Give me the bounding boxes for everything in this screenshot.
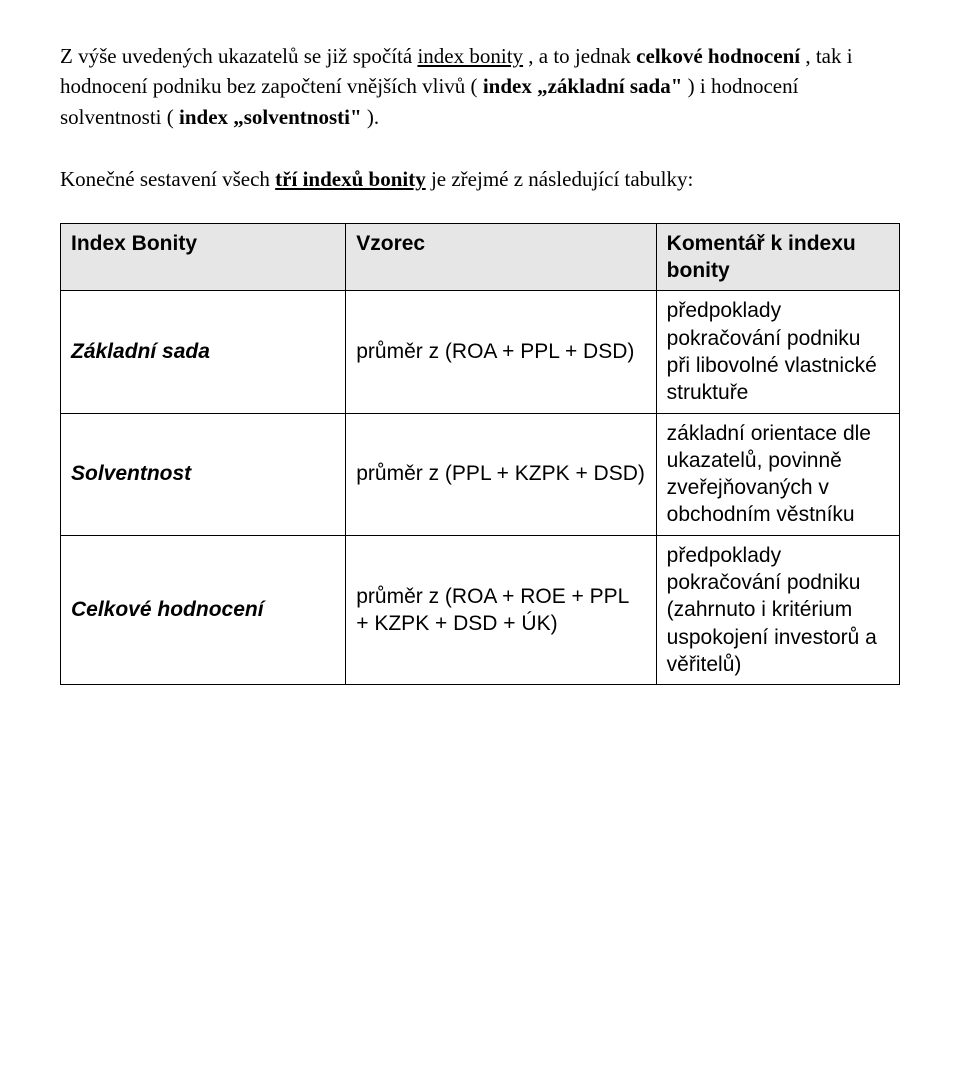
- intro-underline-1: index bonity: [417, 44, 523, 68]
- row-name: Základní sada: [71, 340, 210, 363]
- bonity-table: Index Bonity Vzorec Komentář k indexu bo…: [60, 223, 900, 685]
- subhead-text-1: Konečné sestavení všech: [60, 167, 275, 191]
- cell-formula: průměr z (ROA + PPL + DSD): [346, 291, 656, 413]
- intro-text-1: Z výše uvedených ukazatelů se již spočít…: [60, 44, 417, 68]
- table-header-formula: Vzorec: [346, 223, 656, 291]
- table-header-comment: Komentář k indexu bonity: [656, 223, 899, 291]
- cell-comment: základní orientace dle ukazatelů, povinn…: [656, 413, 899, 535]
- cell-name: Základní sada: [61, 291, 346, 413]
- cell-comment: předpoklady pokračování podniku (zahrnut…: [656, 535, 899, 684]
- subhead-bold-underline: tří indexů bonity: [275, 167, 426, 191]
- intro-bold-2: index „základní sada": [483, 74, 683, 98]
- cell-formula: průměr z (ROA + ROE + PPL + KZPK + DSD +…: [346, 535, 656, 684]
- intro-bold-1: celkové hodnocení: [636, 44, 800, 68]
- table-row: Základní sada průměr z (ROA + PPL + DSD)…: [61, 291, 900, 413]
- cell-comment: předpoklady pokračování podniku při libo…: [656, 291, 899, 413]
- row-name: Solventnost: [71, 462, 191, 485]
- subhead-paragraph: Konečné sestavení všech tří indexů bonit…: [60, 164, 900, 194]
- cell-name: Celkové hodnocení: [61, 535, 346, 684]
- cell-formula: průměr z (PPL + KZPK + DSD): [346, 413, 656, 535]
- table-row: Celkové hodnocení průměr z (ROA + ROE + …: [61, 535, 900, 684]
- cell-name: Solventnost: [61, 413, 346, 535]
- subhead-text-2: je zřejmé z následující tabulky:: [431, 167, 693, 191]
- intro-text-2: , a to jednak: [528, 44, 636, 68]
- table-row: Solventnost průměr z (PPL + KZPK + DSD) …: [61, 413, 900, 535]
- intro-paragraph: Z výše uvedených ukazatelů se již spočít…: [60, 41, 900, 132]
- intro-bold-3: index „solventnosti": [179, 105, 362, 129]
- table-header-index: Index Bonity: [61, 223, 346, 291]
- intro-text-5: ).: [367, 105, 379, 129]
- table-header-row: Index Bonity Vzorec Komentář k indexu bo…: [61, 223, 900, 291]
- row-name: Celkové hodnocení: [71, 598, 264, 621]
